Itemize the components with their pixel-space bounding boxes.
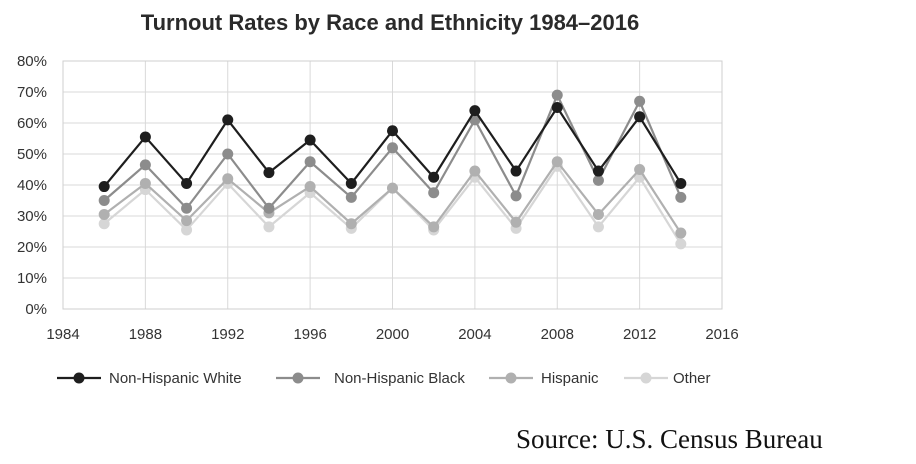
x-tick-label: 1996 [293, 326, 326, 343]
data-point [469, 114, 481, 126]
legend-marker [73, 372, 85, 384]
data-point [592, 174, 604, 186]
legend-label: Hispanic [541, 370, 599, 387]
data-point [263, 167, 275, 179]
data-point [304, 156, 316, 168]
data-point [222, 148, 234, 160]
x-tick-label: 2016 [705, 326, 738, 343]
data-point [139, 159, 151, 171]
data-point [98, 195, 110, 206]
y-tick-label: 50% [17, 146, 47, 163]
x-tick-label: 2004 [458, 326, 491, 343]
data-point [675, 191, 687, 203]
data-point [345, 218, 357, 230]
data-point [181, 215, 193, 227]
x-tick-label: 2008 [541, 326, 574, 343]
y-tick-label: 0% [25, 301, 47, 318]
data-point [263, 221, 275, 233]
y-tick-label: 70% [17, 84, 47, 101]
data-point [263, 202, 275, 214]
plot-frame [62, 60, 723, 310]
data-point [510, 190, 522, 202]
data-point [469, 105, 481, 117]
source-note: Source: U.S. Census Bureau [516, 424, 823, 454]
legend-item: Other [624, 370, 711, 387]
data-point [634, 111, 646, 123]
data-point [428, 187, 440, 199]
x-tick-label: 1984 [46, 326, 79, 343]
x-tick-label: 1988 [129, 326, 162, 343]
series-lines [98, 89, 687, 250]
series-non-hispanic-black [98, 89, 687, 214]
data-point [345, 177, 357, 189]
legend: Non-Hispanic White Non-Hispanic Black Hisp… [57, 370, 711, 387]
legend-item: Non-Hispanic Black [276, 370, 465, 387]
legend-label: Other [673, 370, 711, 387]
data-point [469, 165, 481, 177]
data-point [592, 165, 604, 177]
data-point [592, 208, 604, 220]
legend-label: Non-Hispanic White [109, 370, 242, 387]
data-point [222, 114, 234, 126]
series-hispanic [98, 156, 687, 239]
y-tick-label: 40% [17, 177, 47, 194]
data-point [551, 156, 563, 168]
legend-marker [640, 372, 652, 384]
data-point [675, 177, 687, 189]
data-point [181, 224, 193, 236]
data-point [592, 221, 604, 233]
data-point [675, 238, 687, 250]
data-point [98, 181, 110, 193]
axes: 0% 10% 20% 30% 40% 50% 60% 70% 80% 1984 1988 1992 19… [17, 53, 739, 343]
data-point [139, 131, 151, 143]
data-point [551, 89, 563, 101]
x-tick-label: 2000 [376, 326, 409, 343]
data-point [98, 208, 110, 220]
series-non-hispanic-white [98, 102, 687, 193]
data-point [222, 173, 234, 185]
data-point [510, 165, 522, 177]
data-point [387, 125, 398, 137]
data-point [98, 218, 110, 230]
data-point [139, 177, 151, 189]
y-tick-label: 20% [17, 239, 47, 256]
data-point [387, 142, 398, 154]
y-tick-label: 80% [17, 53, 47, 70]
data-point [428, 171, 440, 183]
x-tick-label: 1992 [211, 326, 244, 343]
legend-item: Non-Hispanic White [57, 370, 242, 387]
y-tick-label: 60% [17, 115, 47, 132]
data-point [675, 227, 687, 239]
data-point [181, 202, 193, 214]
data-point [634, 164, 646, 175]
x-tick-label: 2012 [623, 326, 656, 343]
data-point [634, 95, 646, 107]
data-point [304, 134, 316, 146]
legend-marker [505, 372, 517, 384]
y-tick-label: 10% [17, 270, 47, 287]
legend-marker [292, 372, 304, 384]
data-point [428, 221, 440, 233]
data-point [551, 102, 563, 113]
data-point [387, 182, 398, 194]
chart-title: Turnout Rates by Race and Ethnicity 1984… [140, 10, 640, 35]
legend-label: Non-Hispanic Black [334, 370, 465, 387]
data-point [510, 216, 522, 228]
legend-item: Hispanic [489, 370, 599, 387]
data-point [181, 177, 193, 189]
y-tick-label: 30% [17, 208, 47, 225]
data-point [304, 181, 316, 193]
data-point [345, 191, 357, 203]
